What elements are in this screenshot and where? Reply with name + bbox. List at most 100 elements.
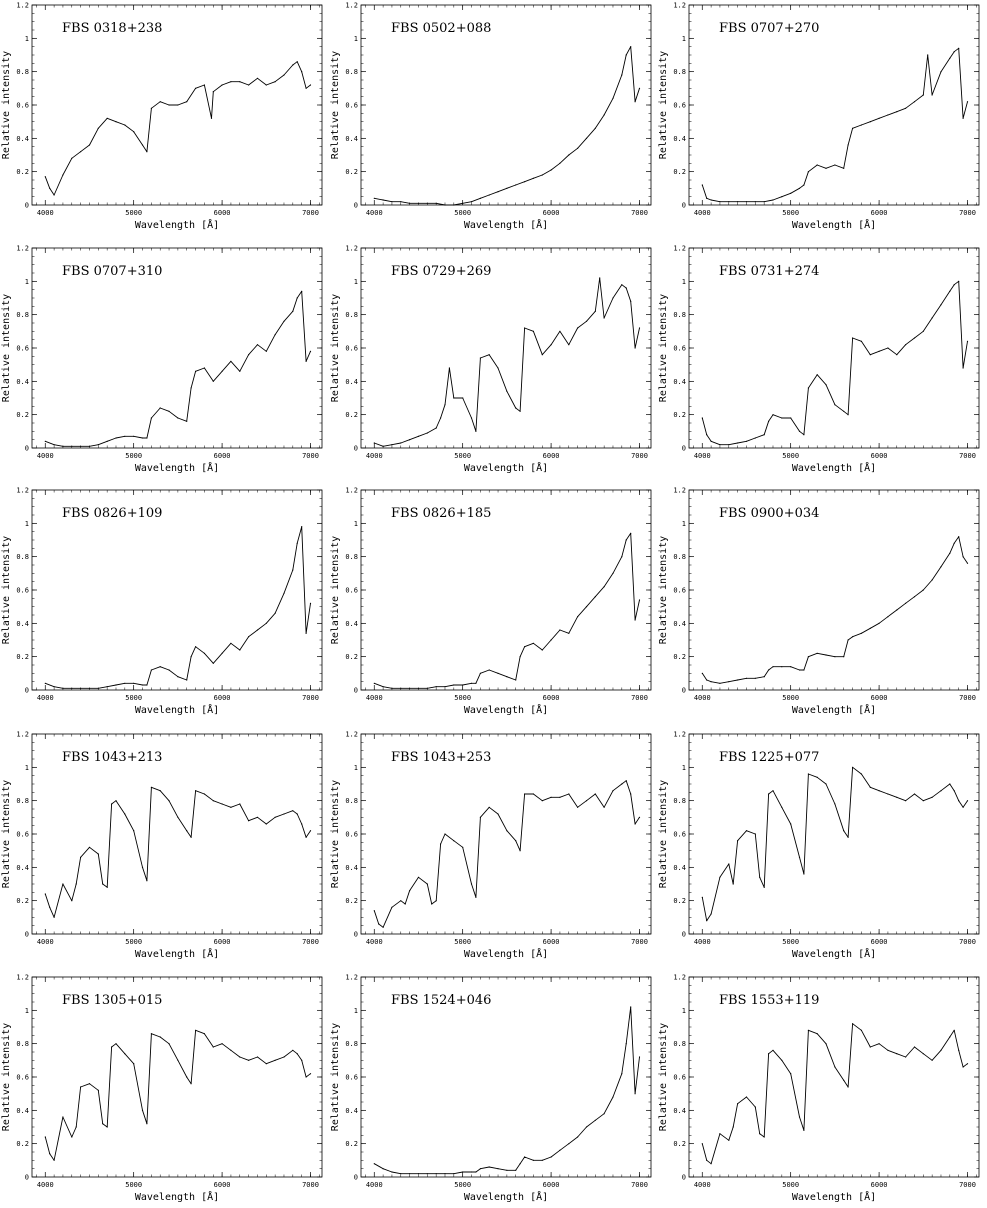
spectrum-point xyxy=(475,430,477,432)
spectrum-point xyxy=(638,599,641,601)
spectrum-point xyxy=(479,1168,481,1170)
spectrum-point xyxy=(878,117,880,119)
spectrum-point xyxy=(426,883,428,885)
panel-title: FBS 1305+015 xyxy=(62,993,162,1008)
x-tick-label: 7000 xyxy=(959,1181,976,1189)
spectrum-point xyxy=(803,669,805,671)
spectrum-point xyxy=(283,320,285,322)
spectrum-point xyxy=(532,642,534,644)
spectrum-point xyxy=(754,833,756,835)
x-tick-label: 5000 xyxy=(782,938,799,946)
spectrum-point xyxy=(177,816,179,818)
spectrum-point xyxy=(470,1171,473,1173)
spectrum-point xyxy=(426,687,428,689)
spectrum-point xyxy=(53,916,55,918)
spectrum-point xyxy=(768,1053,770,1055)
spectrum-point xyxy=(111,1046,113,1048)
spectrum-point xyxy=(701,896,703,898)
y-tick-label: 0.6 xyxy=(673,1074,686,1082)
panel-title: FBS 0318+238 xyxy=(62,21,162,36)
spectrum-point xyxy=(102,883,104,885)
spectrum-point xyxy=(594,793,596,795)
spectrum-point xyxy=(706,197,708,199)
spectrum-point xyxy=(168,1043,170,1045)
y-tick-label: 0 xyxy=(354,931,358,939)
spectrum-point xyxy=(887,793,889,795)
spectrum-point xyxy=(305,87,307,89)
spectrum-point xyxy=(265,823,267,825)
spectrum-point xyxy=(803,1129,805,1131)
spectrum-point xyxy=(524,327,526,329)
y-tick-label: 0.4 xyxy=(16,1107,29,1115)
spectrum-plot: 4000 5000 6000 7000 0 0.2 0.4 0.6 0.8 1 1.2 Wavelen… xyxy=(658,2,980,231)
spectrum-point xyxy=(931,579,933,581)
y-tick-label: 0 xyxy=(682,1174,686,1182)
spectrum-point xyxy=(426,432,428,434)
spectrum-point xyxy=(301,823,303,825)
y-tick-label: 0.4 xyxy=(673,620,686,628)
spectrum-point xyxy=(53,686,55,688)
y-tick-label: 0.8 xyxy=(16,797,29,805)
y-tick-label: 0.2 xyxy=(345,653,358,661)
spectrum-point xyxy=(847,1086,849,1088)
spectrum-point xyxy=(825,654,827,656)
y-tick-label: 1 xyxy=(682,1007,686,1015)
spectrum-point xyxy=(292,810,294,812)
spectrum-point xyxy=(391,687,393,689)
y-tick-label: 0.6 xyxy=(673,587,686,595)
spectrum-point xyxy=(44,893,46,895)
x-tick-label: 5000 xyxy=(454,209,471,217)
spectrum-point xyxy=(115,1043,117,1045)
y-tick-label: 0.6 xyxy=(673,831,686,839)
x-tick-label: 7000 xyxy=(302,938,319,946)
spectrum-point xyxy=(296,61,298,63)
spectrum-point xyxy=(772,790,774,792)
spectrum-point xyxy=(210,117,213,119)
spectrum-point xyxy=(283,1056,285,1058)
spectrum-point xyxy=(195,87,197,89)
spectrum-point xyxy=(475,682,477,684)
spectrum-point xyxy=(133,682,135,684)
x-tick-label: 7000 xyxy=(959,938,976,946)
spectrum-point xyxy=(541,354,543,356)
x-axis-label: Wavelength [Å] xyxy=(464,1190,548,1203)
spectrum-point xyxy=(62,445,64,447)
y-tick-label: 0 xyxy=(25,931,29,939)
y-tick-label: 0.2 xyxy=(16,411,29,419)
spectrum-point xyxy=(159,101,161,103)
spectrum-point xyxy=(541,800,543,802)
x-tick-label: 5000 xyxy=(782,1181,799,1189)
spectrum-point xyxy=(400,442,402,444)
spectrum-point xyxy=(453,1173,455,1175)
spectrum-point xyxy=(195,370,197,372)
x-axis-label: Wavelength [Å] xyxy=(464,703,548,716)
spectrum-point xyxy=(585,606,588,608)
spectrum-point xyxy=(625,287,627,289)
spectrum-point xyxy=(404,903,406,905)
x-tick-label: 5000 xyxy=(125,209,142,217)
spectrum-point xyxy=(798,187,801,189)
spectrum-point xyxy=(798,430,801,432)
spectrum-point xyxy=(417,687,420,689)
spectrum-point xyxy=(212,800,214,802)
spectrum-point xyxy=(847,836,849,838)
x-tick-label: 6000 xyxy=(214,938,231,946)
spectrum-point xyxy=(453,397,455,399)
spectrum-point xyxy=(541,649,543,651)
y-axis-label: Relative intensity xyxy=(658,536,669,644)
x-tick-label: 5000 xyxy=(125,694,142,702)
y-axis-label: Relative intensity xyxy=(658,1023,669,1131)
spectrum-point xyxy=(896,111,898,113)
spectrum-point xyxy=(97,444,99,446)
spectrum-point xyxy=(186,101,188,103)
spectrum-panel: 4000 5000 6000 7000 0 0.2 0.4 0.6 0.8 1 1.2 Wavelen… xyxy=(329,485,658,716)
spectrum-point xyxy=(448,367,450,369)
spectrum-point xyxy=(630,1006,632,1008)
spectrum-point xyxy=(852,127,854,129)
spectrum-point xyxy=(847,639,849,641)
spectrum-plot: 4000 5000 6000 7000 0 0.2 0.4 0.6 0.8 1 1.2 Wavelen… xyxy=(330,487,652,716)
y-tick-label: 0.8 xyxy=(673,553,686,561)
spectrum-line xyxy=(374,46,640,206)
spectrum-point xyxy=(230,360,232,362)
spectrum-point xyxy=(62,883,64,885)
